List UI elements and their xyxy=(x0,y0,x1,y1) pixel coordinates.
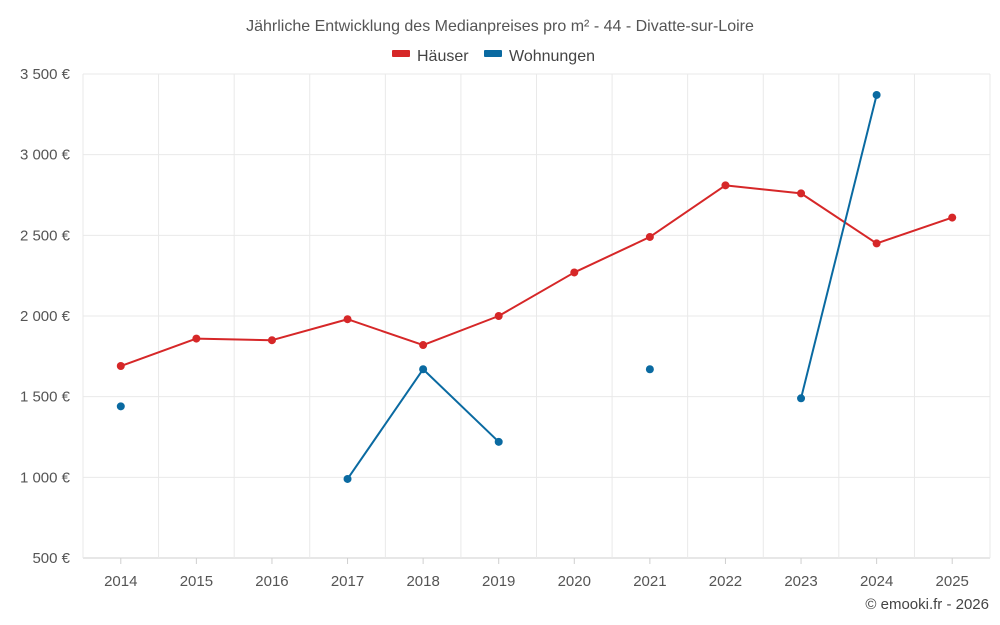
x-tick-label: 2024 xyxy=(860,573,893,590)
y-tick-label: 2 500 € xyxy=(20,227,71,244)
data-point[interactable] xyxy=(419,341,428,350)
data-point[interactable] xyxy=(494,312,503,320)
legend-label-houses: Häuser xyxy=(417,48,469,65)
x-tick-label: 2014 xyxy=(104,573,137,590)
series xyxy=(116,90,957,483)
x-tick-label: 2018 xyxy=(406,573,439,590)
y-tick-label: 3 500 € xyxy=(20,66,71,83)
data-point[interactable] xyxy=(116,402,125,411)
y-tick-label: 3 000 € xyxy=(20,147,71,164)
series-line xyxy=(800,94,878,399)
credit-text: © emooki.fr - 2026 xyxy=(865,596,989,613)
axes: 500 € 1 000 € 1 500 € 2 000 € 2 500 € 3 000 €… xyxy=(20,66,969,590)
data-point[interactable] xyxy=(872,90,881,99)
legend: Häuser Wohnungen xyxy=(392,48,595,65)
data-point[interactable] xyxy=(570,268,579,277)
series-houses xyxy=(116,181,957,371)
series-line xyxy=(346,368,500,480)
x-tick-label: 2025 xyxy=(936,573,969,590)
x-tick-label: 2021 xyxy=(633,573,666,590)
legend-item-houses[interactable]: Häuser xyxy=(392,48,469,65)
legend-swatch-houses xyxy=(392,50,410,57)
x-tick-label: 2015 xyxy=(180,573,213,590)
chart-title: Jährliche Entwicklung des Medianpreises … xyxy=(246,18,754,35)
series-apartments xyxy=(116,90,881,483)
data-point[interactable] xyxy=(948,213,957,222)
y-tick-label: 1 500 € xyxy=(20,389,71,406)
data-point[interactable] xyxy=(645,232,654,241)
data-point[interactable] xyxy=(343,315,352,324)
x-tick-label: 2016 xyxy=(255,573,288,590)
legend-item-apartments[interactable]: Wohnungen xyxy=(484,48,595,65)
data-point[interactable] xyxy=(872,239,881,248)
x-tick-label: 2023 xyxy=(784,573,817,590)
legend-label-apartments: Wohnungen xyxy=(509,48,595,65)
data-point[interactable] xyxy=(343,474,352,483)
data-point[interactable] xyxy=(116,362,125,371)
data-point[interactable] xyxy=(645,365,654,374)
series-line xyxy=(120,184,953,367)
y-tick-label: 500 € xyxy=(32,550,70,567)
data-point[interactable] xyxy=(797,394,806,403)
x-tick-label: 2020 xyxy=(558,573,591,590)
data-point[interactable] xyxy=(192,334,201,343)
x-tick-label: 2017 xyxy=(331,573,364,590)
data-point[interactable] xyxy=(494,437,503,446)
data-point[interactable] xyxy=(721,181,730,190)
legend-swatch-apartments xyxy=(484,50,502,57)
x-tick-label: 2019 xyxy=(482,573,515,590)
x-tick-label: 2022 xyxy=(709,573,742,590)
data-point[interactable] xyxy=(267,336,276,345)
y-tick-label: 1 000 € xyxy=(20,469,71,486)
y-tick-label: 2 000 € xyxy=(20,308,71,325)
data-point[interactable] xyxy=(419,365,428,374)
data-point[interactable] xyxy=(797,189,806,198)
grid xyxy=(82,73,991,559)
